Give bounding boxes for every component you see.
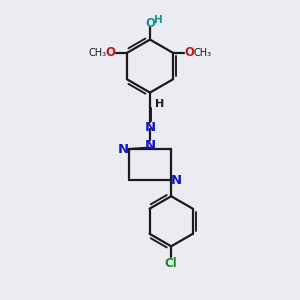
Text: N: N <box>144 139 156 152</box>
Text: N: N <box>118 142 129 156</box>
Text: O: O <box>106 46 116 59</box>
Text: CH₃: CH₃ <box>193 48 212 58</box>
Text: N: N <box>144 121 156 134</box>
Text: CH₃: CH₃ <box>88 48 107 58</box>
Text: H: H <box>154 15 163 25</box>
Text: O: O <box>184 46 194 59</box>
Text: Cl: Cl <box>165 257 178 270</box>
Text: N: N <box>171 173 182 187</box>
Text: O: O <box>145 17 155 30</box>
Text: H: H <box>155 99 164 110</box>
